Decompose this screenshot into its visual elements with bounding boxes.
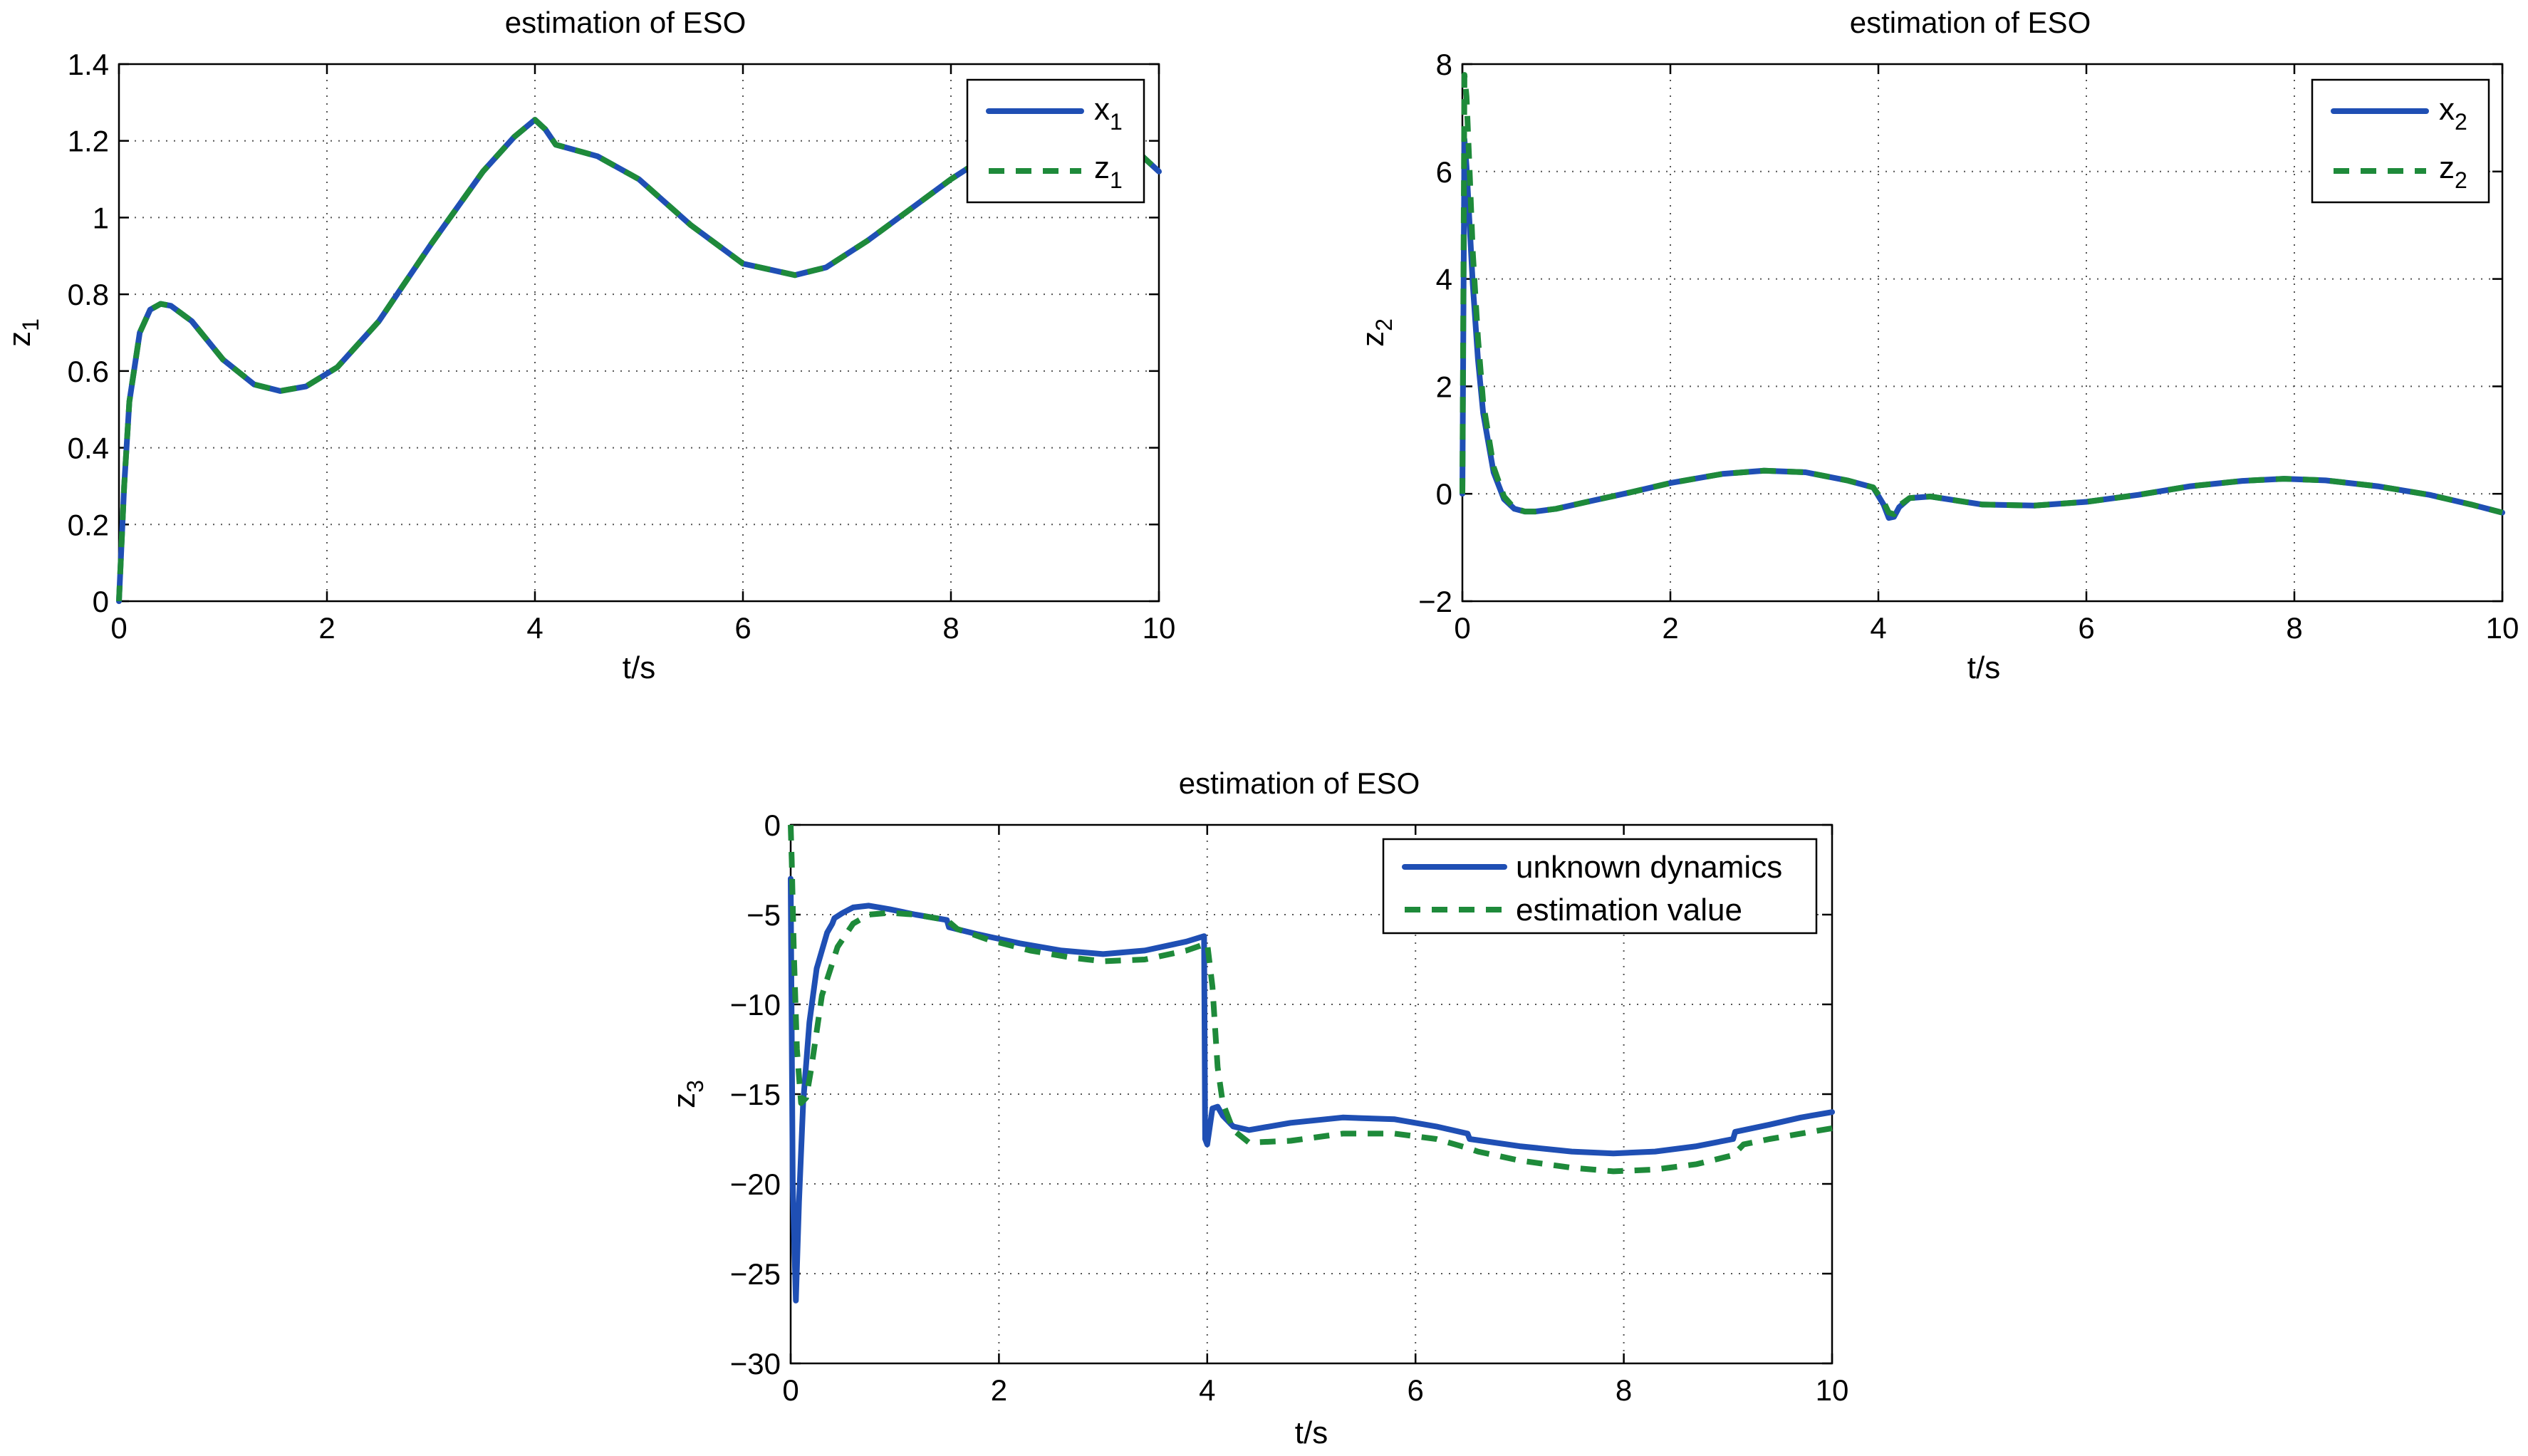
panel-2-y-ticks: −2 0 2 4 6 8 bbox=[1418, 48, 2502, 618]
x-tick-label: 4 bbox=[1199, 1373, 1215, 1407]
y-tick-label: 1.2 bbox=[68, 125, 109, 158]
panel-1-grid bbox=[119, 64, 1159, 601]
x-tick-label: 6 bbox=[2078, 611, 2094, 645]
series-line-z2 bbox=[1460, 72, 2503, 517]
panel-3-x-ticks: 0 2 4 6 8 10 bbox=[782, 825, 1848, 1407]
y-tick-label: 8 bbox=[1436, 48, 1452, 81]
x-tick-label: 8 bbox=[2286, 611, 2302, 645]
y-tick-label: −30 bbox=[730, 1347, 781, 1380]
x-tick-label: 10 bbox=[2486, 611, 2519, 645]
y-tick-label: 6 bbox=[1436, 155, 1452, 189]
series-line-estimation-value bbox=[788, 824, 1833, 1175]
y-tick-label: 1 bbox=[93, 201, 109, 234]
panel-1-x-axis-label: t/s bbox=[623, 650, 655, 685]
panel-2-legend-label-z2: z2 bbox=[2439, 150, 2467, 193]
y-tick-label: −15 bbox=[730, 1078, 781, 1111]
panel-2-legend: x2 z2 bbox=[2311, 78, 2490, 204]
panel-2-legend-box bbox=[2311, 78, 2490, 204]
panel-1-y-axis-label: z1 bbox=[2, 318, 43, 347]
x-tick-label: 10 bbox=[1143, 611, 1176, 645]
y-tick-label: 0 bbox=[1436, 477, 1452, 511]
y-tick-label: 1.4 bbox=[68, 48, 109, 81]
panel-1-legend-box bbox=[966, 78, 1145, 204]
x-tick-label: 10 bbox=[1816, 1373, 1849, 1407]
panel-3: estimation of ESO 0 2 4 6 8 10 −30 −25 −20 −15 −1… bbox=[667, 766, 1848, 1450]
y-tick-label: −10 bbox=[730, 988, 781, 1021]
panel-2-x-axis-label: t/s bbox=[1967, 650, 2000, 685]
x-tick-label: 6 bbox=[734, 611, 751, 645]
panel-3-y-ticks: −30 −25 −20 −15 −10 −5 0 bbox=[730, 808, 1832, 1380]
y-tick-label: 0.8 bbox=[68, 278, 109, 311]
y-tick-label: 0 bbox=[764, 808, 781, 842]
panel-1-legend-label-z1: z1 bbox=[1094, 150, 1123, 193]
panel-3-legend-label-unknown-dynamics: unknown dynamics bbox=[1516, 850, 1782, 885]
series-line-unknown-dynamics bbox=[788, 875, 1835, 1304]
panel-1: estimation of ESO 0 2 4 6 8 10 0 0.2 0.4 0.6 0.8 1… bbox=[2, 6, 1175, 685]
y-tick-label: −25 bbox=[730, 1257, 781, 1291]
series-line-z1 bbox=[116, 117, 1161, 602]
y-tick-label: 0 bbox=[93, 585, 109, 618]
panel-1-x-ticks: 0 2 4 6 8 10 bbox=[110, 64, 1175, 645]
panel-1-y-ticks: 0 0.2 0.4 0.6 0.8 1 1.2 1.4 bbox=[68, 48, 1159, 618]
panel-2-legend-label-x2: x2 bbox=[2439, 92, 2467, 135]
x-tick-label: 0 bbox=[782, 1373, 799, 1407]
y-tick-label: 0.6 bbox=[68, 355, 109, 388]
panel-2-y-axis-label: z2 bbox=[1356, 318, 1397, 347]
y-tick-label: 0.4 bbox=[68, 432, 109, 465]
panel-3-legend-label-estimation-value: estimation value bbox=[1516, 893, 1742, 927]
y-tick-label: −5 bbox=[747, 898, 781, 932]
x-tick-label: 0 bbox=[110, 611, 127, 645]
panel-1-legend-label-x1: x1 bbox=[1094, 92, 1123, 135]
panel-3-y-axis-label: z3 bbox=[667, 1080, 708, 1108]
panel-3-grid bbox=[791, 825, 1832, 1363]
panel-3-title: estimation of ESO bbox=[1179, 766, 1420, 800]
panel-3-legend: unknown dynamics estimation value bbox=[1382, 838, 1818, 935]
panel-1-series bbox=[116, 117, 1162, 604]
y-tick-label: 2 bbox=[1436, 370, 1452, 403]
y-tick-label: 4 bbox=[1436, 263, 1452, 296]
y-tick-label: −20 bbox=[730, 1168, 781, 1201]
panel-1-title: estimation of ESO bbox=[505, 6, 746, 39]
panel-1-legend: x1 z1 bbox=[966, 78, 1145, 204]
x-tick-label: 4 bbox=[526, 611, 543, 645]
y-tick-label: −2 bbox=[1418, 585, 1452, 618]
x-tick-label: 2 bbox=[991, 1373, 1007, 1407]
panel-2-title: estimation of ESO bbox=[1850, 6, 2091, 39]
x-tick-label: 0 bbox=[1454, 611, 1470, 645]
panel-3-series bbox=[788, 824, 1835, 1304]
x-tick-label: 8 bbox=[942, 611, 959, 645]
x-tick-label: 2 bbox=[318, 611, 335, 645]
x-tick-label: 8 bbox=[1616, 1373, 1632, 1407]
x-tick-label: 4 bbox=[1870, 611, 1886, 645]
panel-2-series bbox=[1460, 72, 2505, 521]
y-tick-label: 0.2 bbox=[68, 508, 109, 541]
panel-3-x-axis-label: t/s bbox=[1295, 1415, 1328, 1450]
x-tick-label: 6 bbox=[1408, 1373, 1424, 1407]
panel-3-legend-box bbox=[1382, 838, 1818, 935]
panel-2-x-ticks: 0 2 4 6 8 10 bbox=[1454, 64, 2519, 645]
x-tick-label: 2 bbox=[1662, 611, 1678, 645]
